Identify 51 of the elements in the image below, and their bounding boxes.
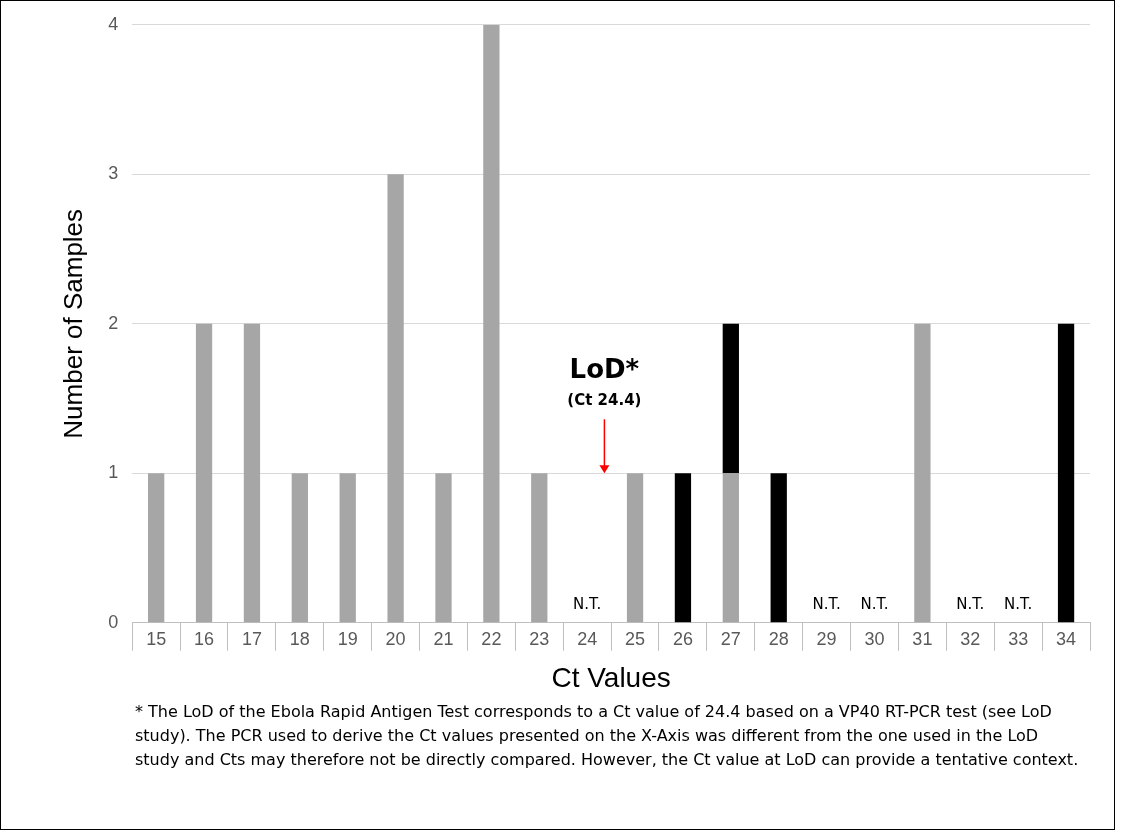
annotation: LoD* xyxy=(569,354,640,385)
x-tick-label: 32 xyxy=(960,628,981,649)
bar xyxy=(339,473,356,623)
annotation: N.T. xyxy=(860,595,889,614)
x-tick-label: 33 xyxy=(1008,628,1029,649)
y-tick-label: 0 xyxy=(108,611,119,632)
bar xyxy=(291,473,308,623)
bar xyxy=(914,323,931,623)
x-tick-label: 21 xyxy=(433,628,454,649)
bar xyxy=(531,473,548,623)
x-tick-label: 29 xyxy=(816,628,837,649)
x-tick-label: 19 xyxy=(337,628,358,649)
x-tick-label: 17 xyxy=(241,628,262,649)
bar xyxy=(1057,323,1075,623)
bar xyxy=(483,24,500,623)
x-tick-label: 25 xyxy=(625,628,646,649)
bar xyxy=(195,323,213,623)
x-tick-label: 24 xyxy=(577,628,598,649)
x-tick-label: 20 xyxy=(385,628,406,649)
x-axis-title: Ct Values xyxy=(551,661,671,693)
bar xyxy=(243,323,261,623)
bar xyxy=(387,174,404,623)
y-tick-label: 2 xyxy=(108,312,119,333)
bar xyxy=(674,473,692,623)
bar xyxy=(722,323,739,474)
x-tick-label: 18 xyxy=(289,628,310,649)
bar xyxy=(722,473,739,623)
annotation: N.T. xyxy=(956,595,985,614)
x-tick-label: 31 xyxy=(912,628,933,649)
bar xyxy=(435,473,452,623)
x-tick-label: 15 xyxy=(146,628,167,649)
x-tick-label: 16 xyxy=(194,628,215,649)
annotation: N.T. xyxy=(573,595,602,614)
y-tick-label: 1 xyxy=(108,462,119,483)
y-tick-label: 3 xyxy=(108,163,119,184)
y-axis-title: Number of Samples xyxy=(57,208,88,439)
x-tick-label: 34 xyxy=(1056,628,1077,649)
x-tick-label: 30 xyxy=(864,628,885,649)
y-tick-label: 4 xyxy=(108,13,119,34)
bar xyxy=(148,473,165,623)
annotation: N.T. xyxy=(1004,595,1033,614)
x-tick-label: 23 xyxy=(529,628,550,649)
x-tick-label: 26 xyxy=(672,628,693,649)
annotation: N.T. xyxy=(812,595,841,614)
bar xyxy=(626,473,644,623)
bar xyxy=(770,473,787,623)
text: * The LoD of the Ebola Rapid Antigen Test corresponds to a Ct value of 24.4 based on a VP40 RT-PCR test (see LoD study). The PCR used to derive the Ct values presented on the X-Axis was different from the one used in the LoD study and Cts may therefore not be directly compared. However, the Ct value at LoD can provide a tentative context. xyxy=(135,701,1080,771)
x-tick-label: 27 xyxy=(720,628,741,649)
x-tick-label: 22 xyxy=(481,628,502,649)
annotation: (Ct 24.4) xyxy=(567,391,642,410)
x-tick-label: 28 xyxy=(768,628,789,649)
